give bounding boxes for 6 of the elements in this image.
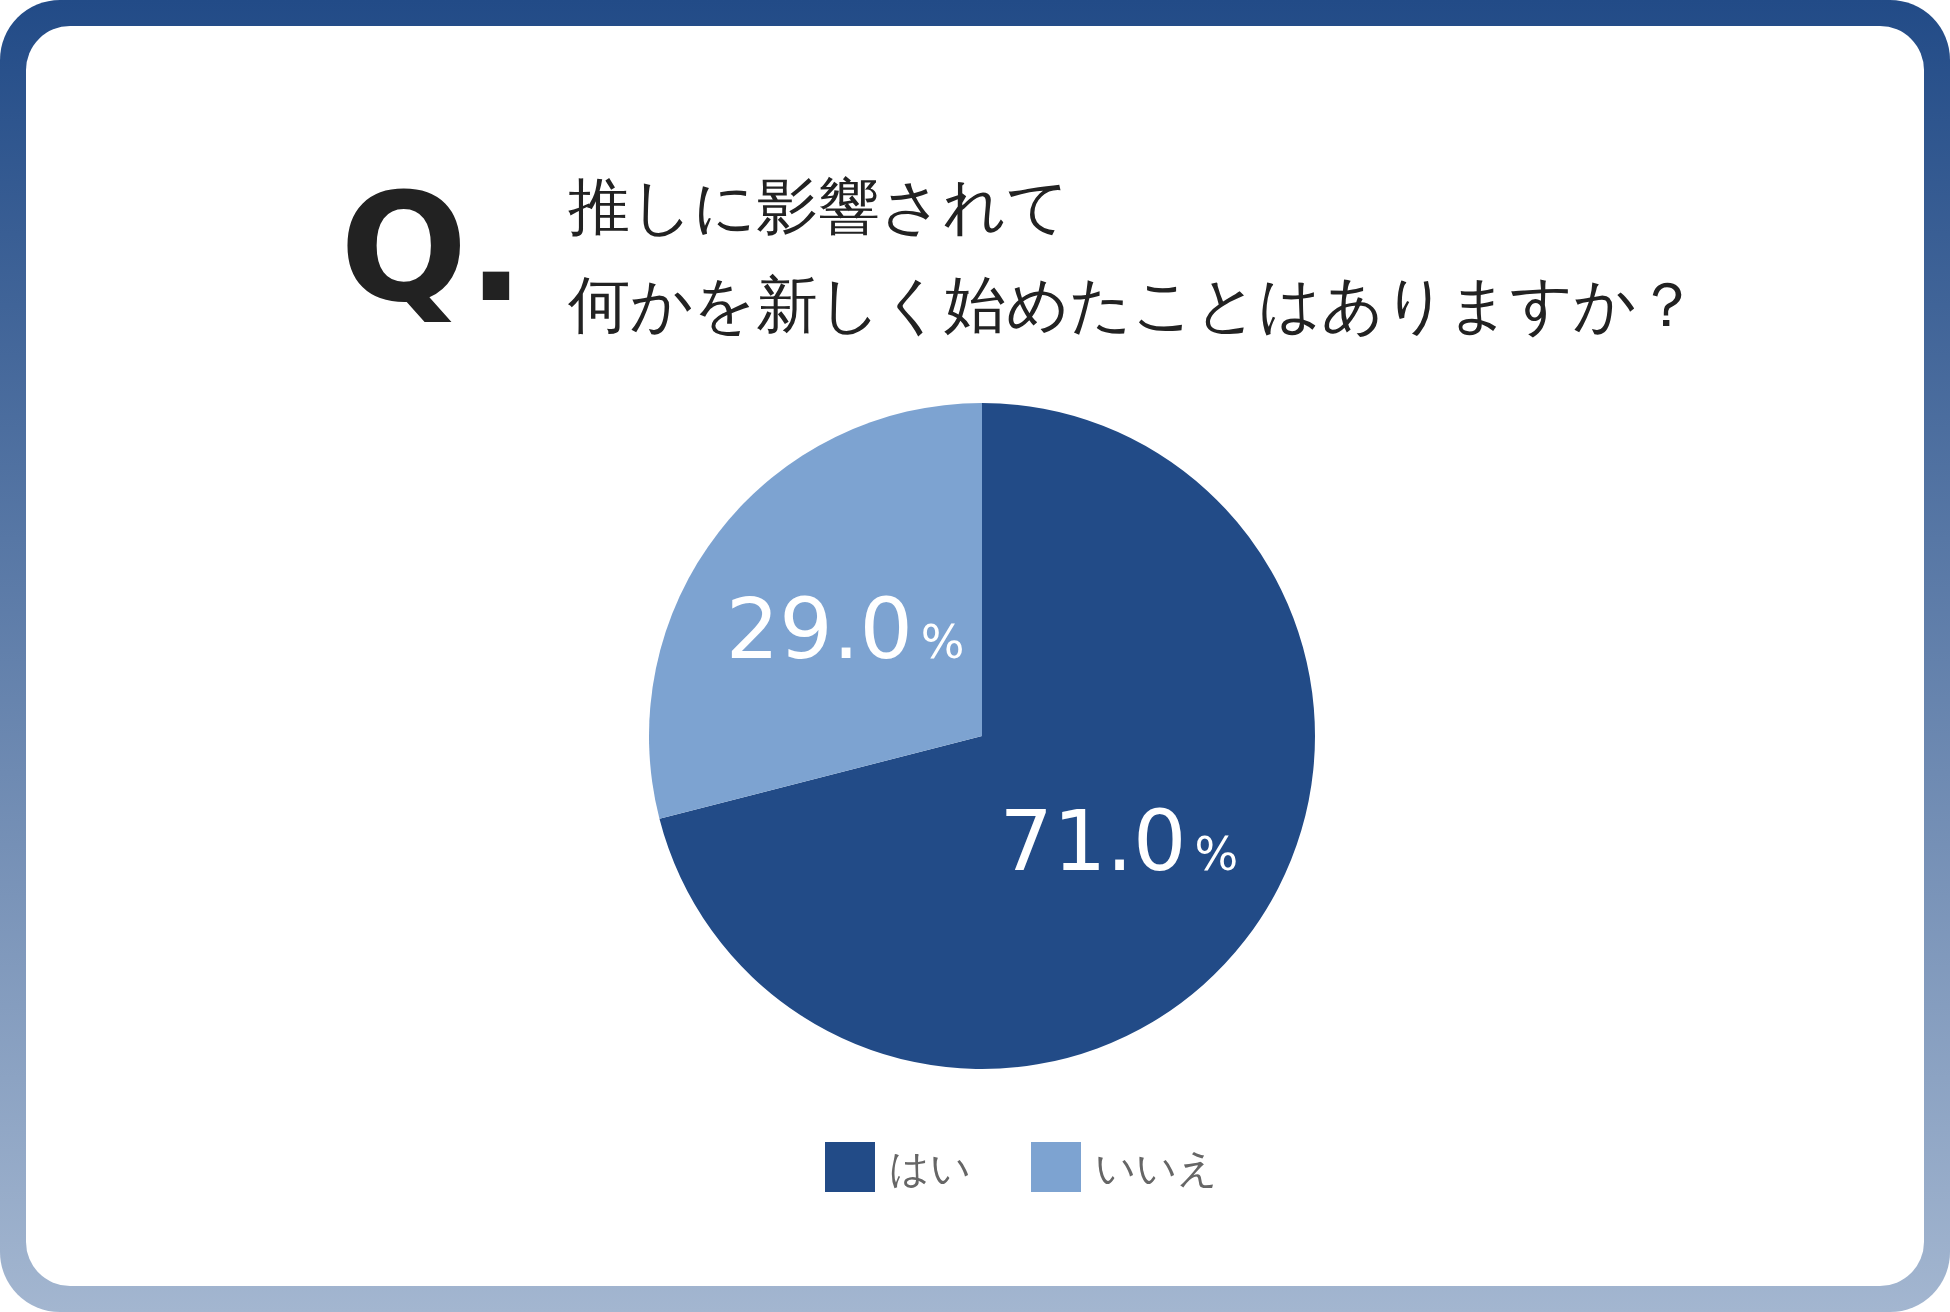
chart-title: 推しに影響されて何かを新しく始めたことはありますか？ <box>568 170 1698 341</box>
data-label: 71.0% <box>999 792 1239 891</box>
legend-label: はい <box>889 1145 971 1191</box>
data-label: 29.0% <box>725 579 965 678</box>
text: Q. <box>340 161 525 335</box>
legend-label: いいえ <box>1095 1145 1218 1191</box>
